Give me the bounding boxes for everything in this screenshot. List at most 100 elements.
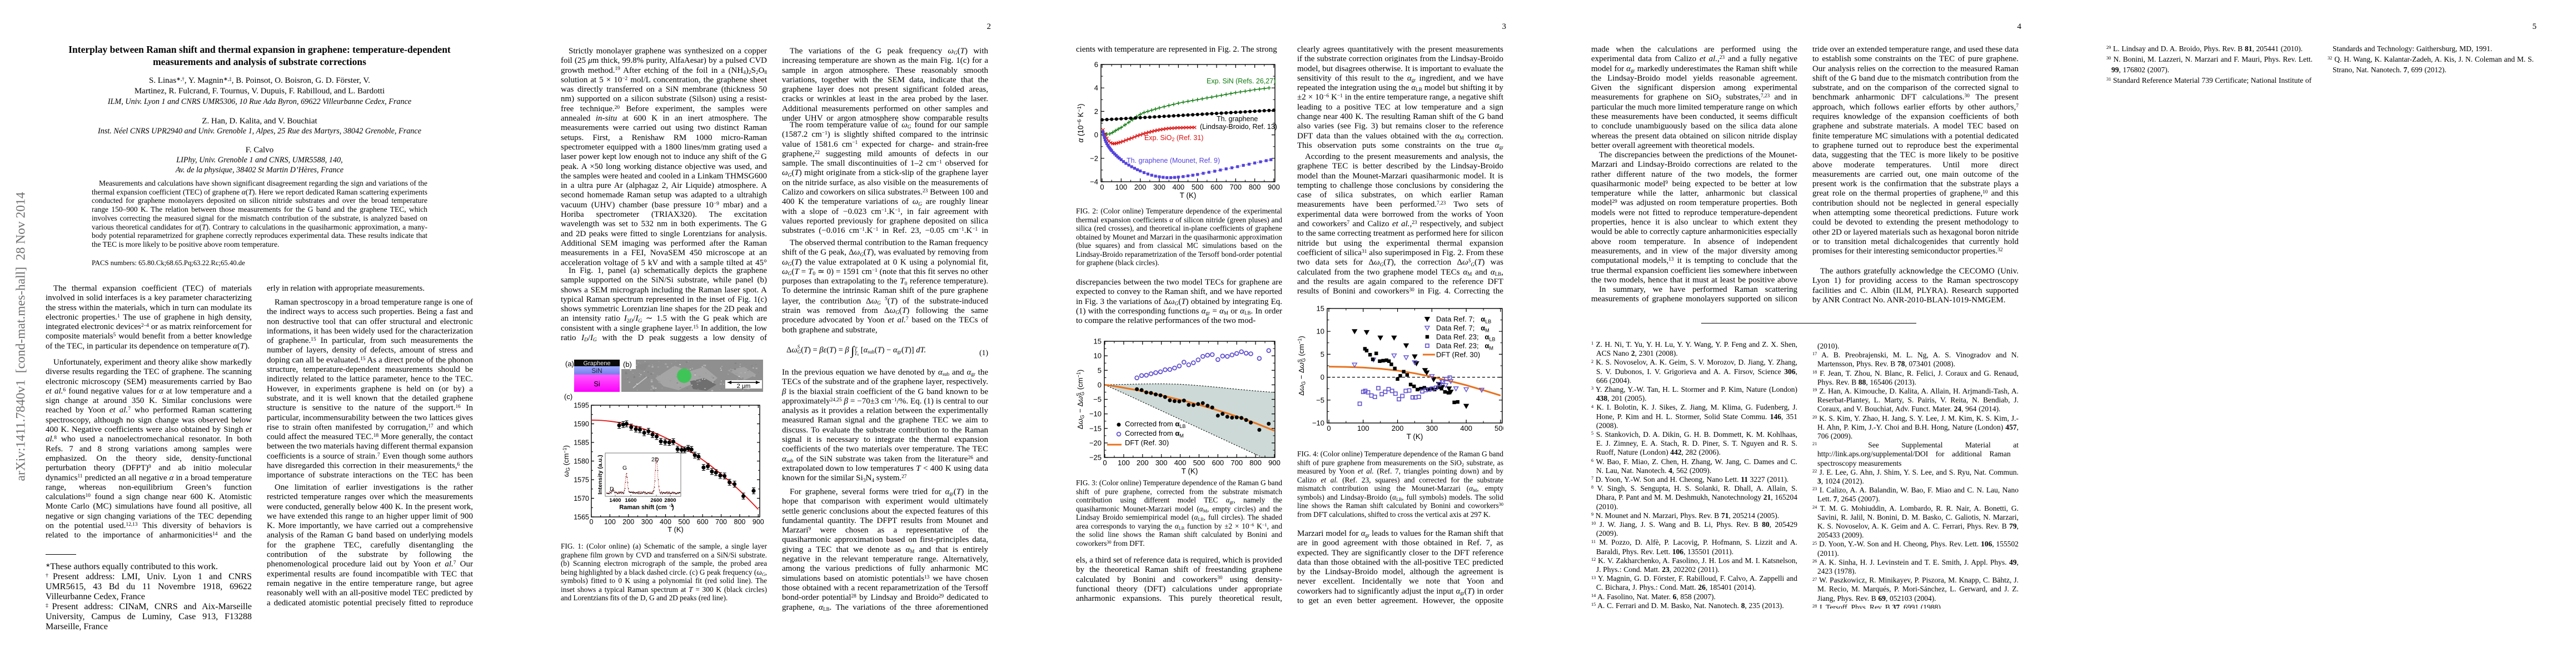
svg-text:Data Ref. 23; αLB: Data Ref. 23; αLB <box>1436 333 1495 342</box>
svg-text:1585: 1585 <box>574 439 589 447</box>
svg-text:T (K): T (K) <box>1182 467 1198 475</box>
svg-text:Intensity (a.u.): Intensity (a.u.) <box>597 455 604 494</box>
svg-text:ωG (cm−1): ωG (cm−1) <box>562 445 571 477</box>
svg-text:Si: Si <box>594 380 600 388</box>
svg-text:15: 15 <box>1317 305 1324 313</box>
svg-text:100: 100 <box>1118 459 1130 467</box>
svg-text:4: 4 <box>1094 84 1098 92</box>
svg-text:−5: −5 <box>1316 396 1324 404</box>
svg-text:Data Ref. 23; αM: Data Ref. 23; αM <box>1436 342 1493 351</box>
svg-text:600: 600 <box>1210 183 1223 191</box>
svg-text:T (K): T (K) <box>667 525 684 534</box>
svg-text:200: 200 <box>1134 183 1147 191</box>
svg-text:2800: 2800 <box>664 497 676 504</box>
svg-text:0: 0 <box>590 518 594 526</box>
svg-text:15: 15 <box>1094 337 1102 346</box>
svg-text:2D: 2D <box>651 456 659 463</box>
svg-text:500: 500 <box>1193 459 1205 467</box>
svg-text:600: 600 <box>1212 459 1224 467</box>
svg-text:0: 0 <box>1094 131 1098 139</box>
svg-text:300: 300 <box>1153 183 1165 191</box>
svg-text:10: 10 <box>1094 352 1102 360</box>
svg-text:1575: 1575 <box>574 476 589 484</box>
svg-text:400: 400 <box>1460 424 1472 432</box>
svg-text:500: 500 <box>678 518 690 526</box>
svg-text:10: 10 <box>1317 327 1324 336</box>
svg-text:800: 800 <box>1249 183 1261 191</box>
svg-text:200: 200 <box>1137 459 1149 467</box>
svg-text:(Lindsay-Broido, Ref. 13): (Lindsay-Broido, Ref. 13) <box>1200 123 1277 131</box>
svg-text:−15: −15 <box>1089 424 1102 432</box>
svg-text:Raman shift (cm: Raman shift (cm <box>619 504 667 511</box>
svg-text:−25: −25 <box>1089 454 1102 462</box>
svg-text:6: 6 <box>1094 61 1098 69</box>
svg-text:400: 400 <box>1174 459 1187 467</box>
svg-text:1570: 1570 <box>574 495 589 502</box>
svg-text:−10: −10 <box>1089 410 1102 418</box>
svg-text:0: 0 <box>1321 373 1324 381</box>
svg-text:−4: −4 <box>1090 178 1098 186</box>
svg-text:Data Ref. 7; αM: Data Ref. 7; αM <box>1436 324 1489 334</box>
svg-text:): ) <box>672 504 674 511</box>
svg-text:Data Ref. 7; αLB: Data Ref. 7; αLB <box>1436 315 1491 325</box>
svg-text:100: 100 <box>604 518 616 526</box>
svg-text:0: 0 <box>1327 424 1331 432</box>
svg-text:1595: 1595 <box>574 402 589 410</box>
svg-text:500: 500 <box>1494 424 1503 432</box>
svg-text:−2: −2 <box>1090 154 1098 162</box>
svg-text:T (K): T (K) <box>1407 432 1423 441</box>
svg-text:Graphene: Graphene <box>584 360 611 367</box>
svg-text:900: 900 <box>1268 459 1280 467</box>
svg-text:1590: 1590 <box>574 420 589 428</box>
svg-text:DFT (Ref. 30): DFT (Ref. 30) <box>1436 351 1480 359</box>
svg-text:900: 900 <box>1268 183 1280 191</box>
svg-text:100: 100 <box>1357 424 1369 432</box>
svg-text:Corrected from αLB: Corrected from αLB <box>1125 420 1185 429</box>
svg-text:T (K): T (K) <box>1180 191 1197 200</box>
svg-text:α (10−6 K−1): α (10−6 K−1) <box>1077 104 1085 143</box>
svg-text:G: G <box>622 465 627 471</box>
svg-text:2 μm: 2 μm <box>737 383 751 390</box>
svg-text:−5: −5 <box>1093 395 1102 404</box>
svg-text:900: 900 <box>753 518 764 526</box>
svg-text:200: 200 <box>622 518 634 526</box>
svg-text:1600: 1600 <box>625 497 636 504</box>
svg-text:-1: -1 <box>669 503 674 508</box>
svg-text:DFT (Ref. 30): DFT (Ref. 30) <box>1125 439 1169 447</box>
svg-text:300: 300 <box>641 518 653 526</box>
svg-text:400: 400 <box>660 518 671 526</box>
svg-text:500: 500 <box>1192 183 1204 191</box>
svg-text:1400: 1400 <box>609 497 621 504</box>
svg-text:1580: 1580 <box>574 457 589 465</box>
svg-text:0: 0 <box>1098 381 1102 389</box>
svg-text:Th. graphene: Th. graphene <box>1217 115 1258 123</box>
svg-text:(b): (b) <box>623 360 632 369</box>
svg-text:2: 2 <box>1094 107 1098 116</box>
svg-text:Corrected from αM: Corrected from αM <box>1125 429 1184 439</box>
svg-text:5: 5 <box>1321 350 1324 359</box>
svg-text:Th. graphene (Mounet, Ref. 9): Th. graphene (Mounet, Ref. 9) <box>1127 157 1220 165</box>
svg-text:0: 0 <box>1100 183 1104 191</box>
svg-text:200: 200 <box>1392 424 1404 432</box>
svg-text:−20: −20 <box>1089 439 1102 447</box>
svg-text:300: 300 <box>1426 424 1438 432</box>
svg-text:800: 800 <box>1249 459 1262 467</box>
svg-text:5: 5 <box>1098 366 1102 375</box>
svg-text:2600: 2600 <box>650 497 662 504</box>
svg-text:(c): (c) <box>564 392 572 401</box>
svg-text:300: 300 <box>1155 459 1168 467</box>
svg-text:700: 700 <box>1229 183 1242 191</box>
svg-text:700: 700 <box>715 518 727 526</box>
svg-text:100: 100 <box>1115 183 1127 191</box>
svg-text:SiN: SiN <box>591 367 602 375</box>
svg-text:−10: −10 <box>1312 419 1324 427</box>
svg-text:ΔωG − ΔωSG (cm−1): ΔωG − ΔωSG (cm−1) <box>1076 370 1085 429</box>
svg-text:800: 800 <box>734 518 746 526</box>
svg-text:400: 400 <box>1172 183 1184 191</box>
svg-text:D: D <box>610 486 614 492</box>
svg-text:700: 700 <box>1230 459 1243 467</box>
svg-text:Exp. SiO2 (Ref. 31): Exp. SiO2 (Ref. 31) <box>1144 134 1203 142</box>
svg-text:ΔωG − ΔωSG (cm−1): ΔωG − ΔωSG (cm−1) <box>1297 336 1307 395</box>
svg-text:(a): (a) <box>565 360 574 368</box>
svg-text:600: 600 <box>697 518 709 526</box>
